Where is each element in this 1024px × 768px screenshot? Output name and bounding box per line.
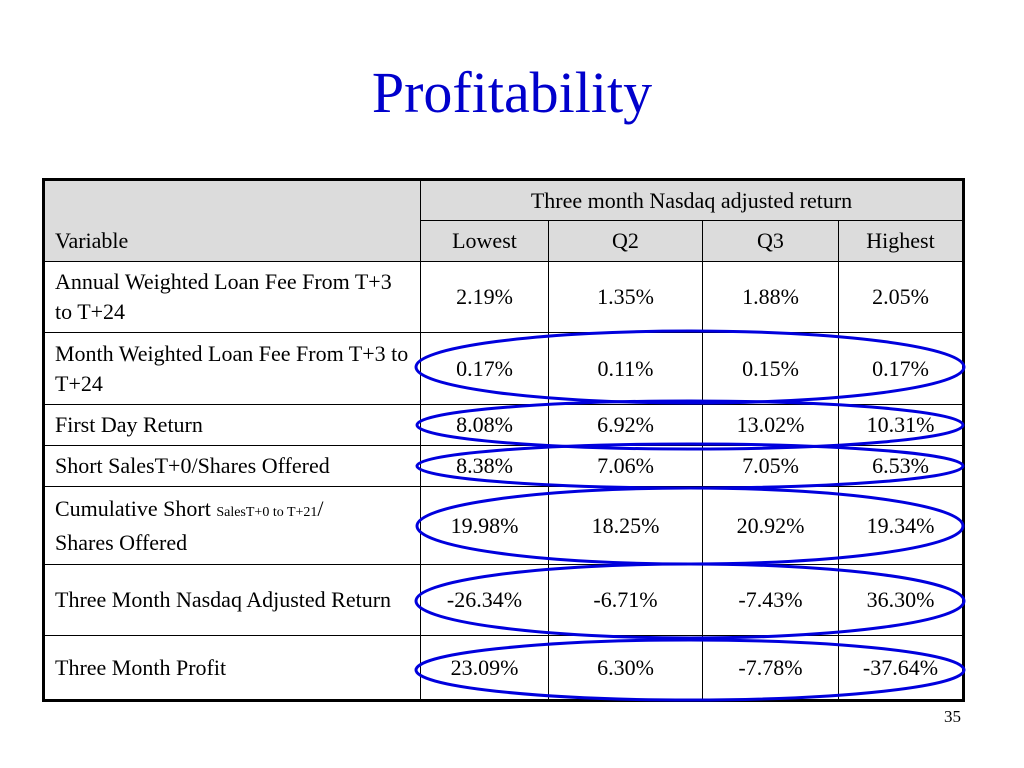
row-label: Cumulative Short SalesT+0 to T+21/ Share… — [43, 486, 421, 565]
row-label: Three Month Profit — [43, 635, 421, 701]
cell-value: 18.25% — [548, 486, 703, 565]
cell-value: 0.11% — [548, 332, 703, 405]
cell-value: -7.78% — [702, 635, 839, 701]
cell-value: 6.30% — [548, 635, 703, 701]
row-label: Month Weighted Loan Fee From T+3 to T+24 — [43, 332, 421, 405]
table-row: Three Month Profit 23.09% 6.30% -7.78% -… — [43, 635, 964, 701]
column-header-highest: Highest — [838, 220, 964, 262]
cell-value: 1.88% — [702, 261, 839, 333]
cell-value: 36.30% — [838, 564, 964, 636]
table-row: First Day Return 8.08% 6.92% 13.02% 10.3… — [43, 404, 964, 446]
row-label-line2: Shares Offered — [55, 529, 188, 555]
cell-value: 1.35% — [548, 261, 703, 333]
slide-title: Profitability — [371, 60, 653, 125]
profitability-table: Variable Three month Nasdaq adjusted ret… — [42, 178, 965, 702]
cell-value: 2.19% — [420, 261, 549, 333]
cell-value: 23.09% — [420, 635, 549, 701]
cell-value: -26.34% — [420, 564, 549, 636]
group-header: Three month Nasdaq adjusted return — [420, 179, 964, 221]
cell-value: 6.92% — [548, 404, 703, 446]
row-label: Three Month Nasdaq Adjusted Return — [43, 564, 421, 636]
table-row: Month Weighted Loan Fee From T+3 to T+24… — [43, 332, 964, 405]
row-label: Short SalesT+0/Shares Offered — [43, 445, 421, 487]
cell-value: 8.38% — [420, 445, 549, 487]
row-label-main: Cumulative Short — [55, 495, 217, 521]
page-number: 35 — [944, 707, 961, 726]
cell-value: 19.98% — [420, 486, 549, 565]
table-row: Three Month Nasdaq Adjusted Return -26.3… — [43, 564, 964, 636]
column-header-q2: Q2 — [548, 220, 703, 262]
cell-value: 6.53% — [838, 445, 964, 487]
column-header-q3: Q3 — [702, 220, 839, 262]
row-label-subscript: SalesT+0 to T+21 — [216, 504, 318, 520]
cell-value: 8.08% — [420, 404, 549, 446]
cell-value: -7.43% — [702, 564, 839, 636]
variable-header: Variable — [43, 179, 421, 262]
cell-value: 0.17% — [838, 332, 964, 405]
cell-value: 10.31% — [838, 404, 964, 446]
row-label: First Day Return — [43, 404, 421, 446]
cell-value: 0.15% — [702, 332, 839, 405]
cell-value: 19.34% — [838, 486, 964, 565]
cell-value: 20.92% — [702, 486, 839, 565]
cell-value: 7.06% — [548, 445, 703, 487]
table-row: Short SalesT+0/Shares Offered 8.38% 7.06… — [43, 445, 964, 487]
cell-value: 7.05% — [702, 445, 839, 487]
row-label-slash: / — [317, 495, 324, 521]
cell-value: 2.05% — [838, 261, 964, 333]
cell-value: 0.17% — [420, 332, 549, 405]
cell-value: -6.71% — [548, 564, 703, 636]
table-row: Annual Weighted Loan Fee From T+3 to T+2… — [43, 261, 964, 333]
cell-value: -37.64% — [838, 635, 964, 701]
row-label: Annual Weighted Loan Fee From T+3 to T+2… — [43, 261, 421, 333]
table-row: Cumulative Short SalesT+0 to T+21/ Share… — [43, 486, 964, 565]
column-header-lowest: Lowest — [420, 220, 549, 262]
cell-value: 13.02% — [702, 404, 839, 446]
